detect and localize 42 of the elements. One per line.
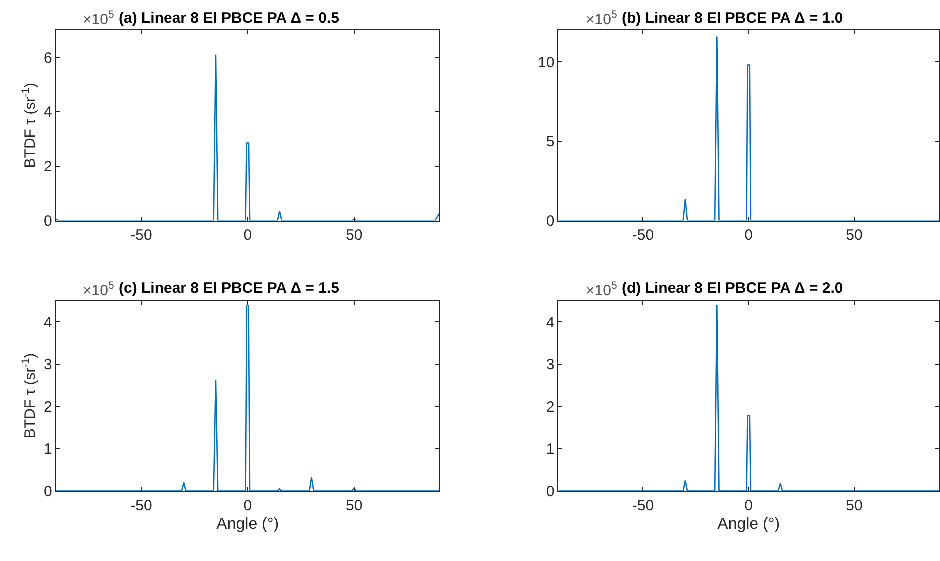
- line-series: [56, 54, 440, 221]
- chart-title: (b) Linear 8 El PBCE PA Δ = 1.0: [622, 10, 844, 27]
- text: ×10$^{5}$: [586, 280, 618, 300]
- text: ×10$^{5}$: [83, 280, 114, 300]
- y-tick-label: 0: [546, 213, 555, 230]
- x-tick-label: 0: [744, 226, 754, 244]
- y-tick-label: 0: [44, 484, 52, 501]
- x-tick-label: 0: [744, 497, 754, 514]
- chart-title: (c) Linear 8 El PBCE PA Δ = 1.5: [119, 280, 340, 297]
- x-tick-label: 0: [244, 226, 252, 244]
- y-tick-label: 4: [44, 314, 52, 332]
- y-tick-label: 10: [538, 54, 555, 72]
- x-axis-title: Angle (°): [216, 516, 280, 533]
- y-tick-label: 4: [546, 314, 555, 332]
- text: ×10$^{5}$: [83, 9, 114, 28]
- x-tick-label: 50: [346, 497, 363, 514]
- x-axis-title: Angle (°): [718, 516, 780, 533]
- y-tick-label: 3: [44, 356, 52, 374]
- line-series: [558, 36, 939, 221]
- y-tick-label: 5: [546, 134, 555, 151]
- text: ×10$^{5}$: [586, 9, 618, 28]
- y-tick-label: 1: [546, 441, 555, 458]
- x-tick-label: 50: [346, 226, 363, 244]
- x-tick-label: -50: [632, 497, 654, 514]
- x-tick-label: -50: [130, 226, 152, 244]
- y-tick-label: 2: [44, 398, 52, 416]
- y-tick-label: 0: [44, 213, 52, 230]
- y-tick-label: 4: [44, 104, 52, 122]
- x-tick-label: 0: [244, 497, 252, 514]
- y-tick-label: 0: [546, 484, 555, 501]
- y-tick-label: 1: [44, 441, 52, 458]
- chart-title: (a) Linear 8 El PBCE PA Δ = 0.5: [119, 10, 340, 27]
- y-tick-label: 3: [546, 356, 555, 374]
- x-tick-label: -50: [632, 226, 654, 244]
- y-tick-label: 2: [546, 398, 555, 416]
- x-tick-label: 50: [846, 226, 863, 244]
- chart-title: (d) Linear 8 El PBCE PA Δ = 2.0: [622, 280, 844, 297]
- x-tick-label: -50: [130, 497, 152, 514]
- x-tick-label: 50: [846, 497, 863, 514]
- y-tick-label: 6: [44, 50, 52, 67]
- y-tick-label: 2: [44, 158, 52, 176]
- line-series: [558, 304, 939, 492]
